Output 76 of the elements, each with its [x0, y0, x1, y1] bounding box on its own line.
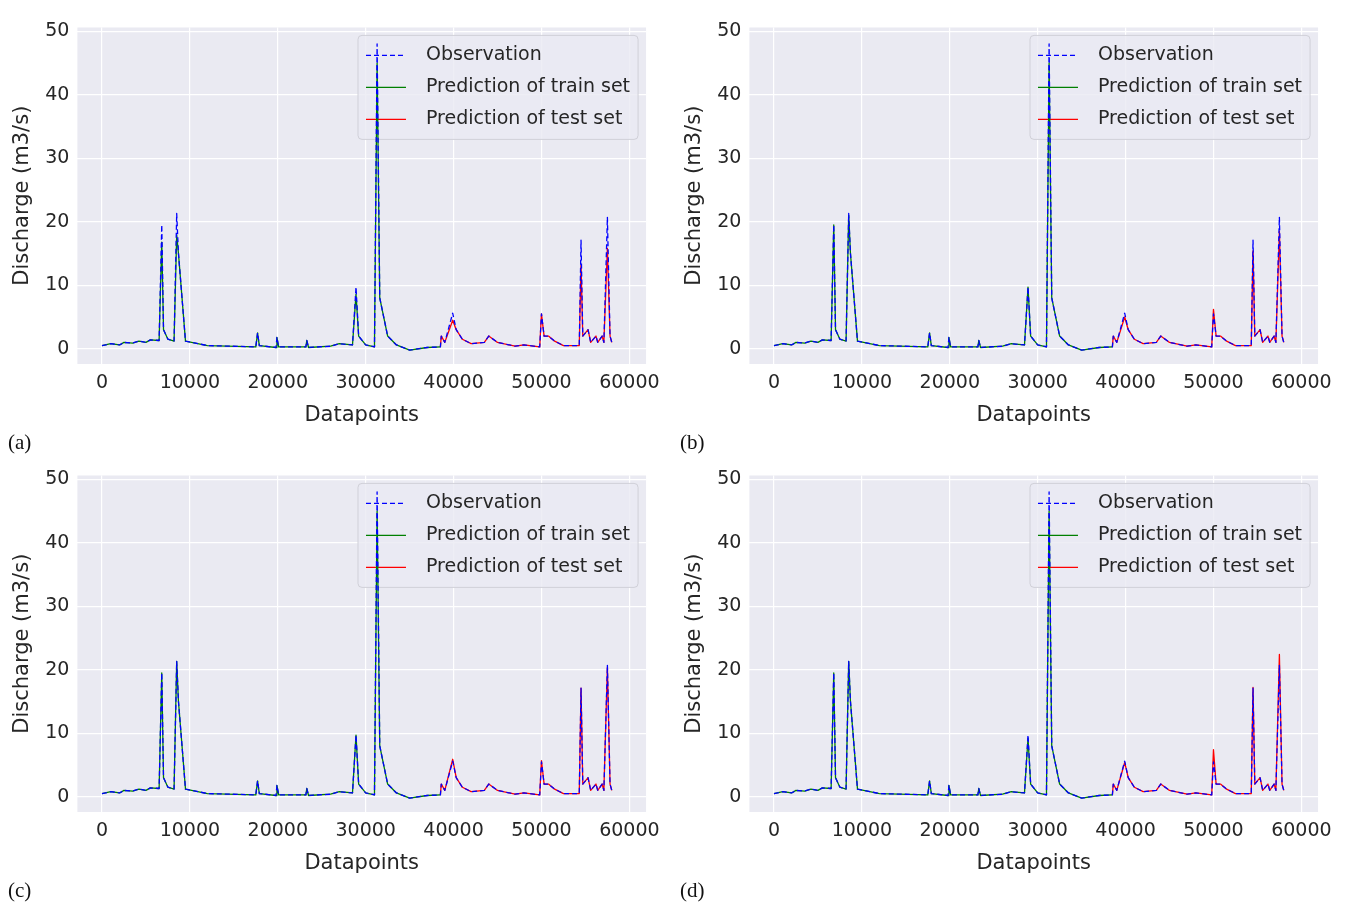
y-tick-label: 50: [45, 18, 70, 41]
x-tick-label: 50000: [511, 818, 572, 841]
legend-label: Prediction of train set: [1097, 74, 1303, 97]
x-axis-title: Datapoints: [976, 849, 1092, 874]
y-tick-label: 0: [57, 783, 70, 806]
x-tick-label: 40000: [423, 370, 484, 393]
y-tick-label: 40: [717, 529, 742, 552]
x-tick-label: 30000: [1007, 370, 1068, 393]
y-tick-label: 20: [717, 208, 742, 231]
legend-label: Observation: [425, 490, 542, 513]
x-tick-label: 0: [95, 818, 109, 841]
x-tick-label: 60000: [1271, 818, 1332, 841]
x-tick-label: 30000: [335, 370, 396, 393]
x-tick-label: 50000: [1183, 370, 1244, 393]
x-tick-label: 40000: [1095, 370, 1156, 393]
y-tick-label: 10: [45, 272, 70, 295]
x-tick-label: 20000: [247, 370, 309, 393]
y-tick-label: 20: [45, 208, 70, 231]
x-tick-label: 50000: [511, 370, 572, 393]
legend-label: Observation: [1097, 490, 1214, 513]
legend-label: Prediction of train set: [425, 74, 631, 97]
x-tick-label: 60000: [1271, 370, 1332, 393]
y-axis-title: Discharge (m3/s): [9, 105, 34, 286]
x-tick-label: 20000: [919, 370, 981, 393]
y-axis-title: Discharge (m3/s): [681, 553, 706, 734]
y-tick-label: 30: [717, 145, 742, 168]
x-tick-label: 60000: [599, 370, 660, 393]
legend-label: Prediction of train set: [1097, 522, 1303, 545]
text: (a): [8, 430, 33, 455]
y-tick-label: 30: [717, 593, 742, 616]
text: (b): [680, 430, 706, 455]
y-tick-label: 50: [717, 18, 742, 41]
y-tick-label: 20: [717, 656, 742, 679]
y-tick-label: 30: [45, 593, 70, 616]
y-tick-label: 40: [45, 81, 70, 104]
y-tick-label: 30: [45, 145, 70, 168]
x-tick-label: 20000: [247, 818, 309, 841]
y-tick-label: 20: [45, 656, 70, 679]
x-tick-label: 30000: [1007, 818, 1068, 841]
y-tick-label: 0: [729, 783, 742, 806]
legend-label: Prediction of test set: [425, 106, 623, 129]
x-tick-label: 30000: [335, 818, 396, 841]
x-axis-title: Datapoints: [304, 401, 420, 426]
x-axis-title: Datapoints: [304, 849, 420, 874]
y-tick-label: 0: [57, 335, 70, 358]
x-tick-label: 40000: [1095, 818, 1156, 841]
y-axis-title: Discharge (m3/s): [681, 105, 706, 286]
y-tick-label: 10: [717, 720, 742, 743]
y-tick-label: 50: [717, 466, 742, 489]
x-tick-label: 0: [767, 818, 781, 841]
legend-label: Observation: [425, 42, 542, 65]
y-tick-label: 50: [45, 466, 70, 489]
x-tick-label: 20000: [919, 818, 981, 841]
legend-label: Prediction of train set: [425, 522, 631, 545]
y-tick-label: 40: [717, 81, 742, 104]
x-tick-label: 40000: [423, 818, 484, 841]
x-tick-label: 0: [767, 370, 781, 393]
y-tick-label: 10: [45, 720, 70, 743]
x-tick-label: 10000: [831, 370, 893, 393]
x-tick-label: 50000: [1183, 818, 1244, 841]
legend-label: Prediction of test set: [1097, 106, 1295, 129]
legend-label: Prediction of test set: [1097, 554, 1295, 577]
text: (d): [680, 878, 706, 903]
text: (c): [8, 878, 33, 903]
x-tick-label: 60000: [599, 818, 660, 841]
x-tick-label: 10000: [159, 370, 221, 393]
y-tick-label: 10: [717, 272, 742, 295]
y-tick-label: 40: [45, 529, 70, 552]
y-axis-title: Discharge (m3/s): [9, 553, 34, 734]
y-tick-label: 0: [729, 335, 742, 358]
legend-label: Observation: [1097, 42, 1214, 65]
legend-label: Prediction of test set: [425, 554, 623, 577]
x-tick-label: 0: [95, 370, 109, 393]
x-tick-label: 10000: [831, 818, 893, 841]
x-tick-label: 10000: [159, 818, 221, 841]
x-axis-title: Datapoints: [976, 401, 1092, 426]
